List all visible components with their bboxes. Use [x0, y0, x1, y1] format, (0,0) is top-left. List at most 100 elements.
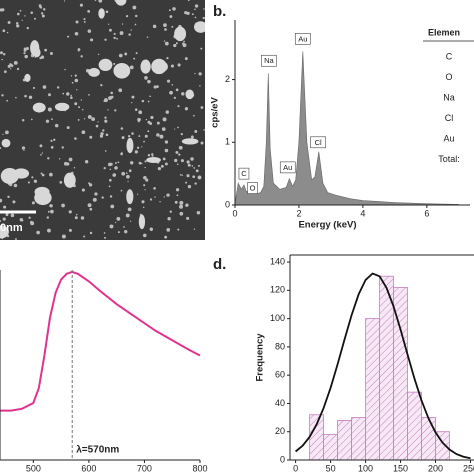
particle [80, 99, 83, 101]
particle [64, 68, 66, 71]
particle [0, 225, 9, 239]
particle [109, 178, 112, 182]
particle [31, 176, 34, 179]
particle [176, 163, 179, 166]
particle [197, 175, 202, 180]
histogram-bar [323, 434, 338, 461]
peak-label-box [261, 54, 277, 67]
particle [23, 47, 27, 50]
particle [38, 4, 42, 8]
particle [152, 24, 157, 29]
y-tick-label: 1 [225, 137, 230, 147]
particle [76, 89, 78, 91]
particle [19, 218, 24, 222]
histogram-bar [379, 275, 394, 461]
particle [125, 213, 130, 218]
particle [16, 24, 20, 28]
particle [151, 153, 154, 156]
particle [51, 118, 53, 121]
particle [103, 232, 106, 234]
particle [33, 179, 38, 183]
particle [3, 70, 7, 74]
particle [89, 231, 93, 235]
table-bg [423, 24, 474, 170]
particle [15, 238, 17, 240]
particle [169, 15, 173, 19]
particle [48, 93, 51, 97]
particle [190, 135, 194, 139]
particle [113, 62, 116, 65]
particle [40, 12, 44, 15]
particle [26, 26, 29, 30]
x-tick-label: 0 [293, 463, 298, 473]
particle [169, 90, 173, 95]
particle [21, 119, 25, 122]
particle [27, 181, 30, 184]
particle [147, 79, 151, 84]
particle [25, 46, 29, 51]
particle [24, 94, 27, 98]
particle [126, 174, 130, 179]
particle [77, 118, 80, 121]
particle [83, 20, 86, 23]
particle [169, 210, 172, 213]
particle [134, 14, 138, 18]
particle [80, 216, 85, 220]
particle [41, 14, 45, 18]
particle [92, 197, 97, 202]
scale-label: 0nm [0, 222, 23, 234]
particle [170, 64, 174, 68]
particle [115, 0, 127, 6]
particle [116, 217, 121, 221]
particle [89, 135, 93, 139]
particle [10, 68, 12, 70]
particle [46, 216, 50, 219]
particle [66, 92, 70, 96]
particle [163, 196, 165, 198]
x-tick-label: 2 [296, 208, 301, 218]
y-tick-label: 0 [225, 199, 230, 209]
particle [175, 42, 178, 45]
particle [50, 209, 54, 214]
particle [1, 94, 4, 97]
particle [80, 55, 83, 58]
particle [133, 57, 136, 60]
particle [143, 175, 147, 180]
particle [23, 149, 25, 152]
particle [83, 118, 86, 120]
particle [1, 8, 5, 12]
particle [107, 109, 109, 111]
particle [114, 162, 117, 165]
particle [175, 188, 180, 192]
particle [137, 120, 140, 123]
particle [156, 85, 159, 88]
particle [160, 164, 164, 168]
particle [131, 101, 133, 104]
table-cell: Total: [438, 154, 460, 164]
particle [81, 188, 85, 192]
panel-label: d. [213, 256, 226, 273]
particle [118, 88, 123, 93]
particle [174, 158, 178, 163]
particle [176, 194, 179, 197]
particle [185, 203, 189, 207]
particle [131, 95, 135, 99]
particle [104, 98, 108, 103]
histogram-bar [309, 414, 324, 461]
histogram-bar [351, 417, 366, 461]
particle [30, 118, 33, 121]
particle [188, 0, 190, 2]
particle [0, 147, 2, 149]
particle [44, 48, 48, 52]
y-tick-label: 60 [275, 370, 285, 380]
particle [74, 31, 79, 36]
particle [159, 200, 161, 203]
particle [24, 15, 26, 17]
y-tick-label: 140 [270, 256, 285, 266]
x-axis-title: Energy (keV) [298, 220, 356, 231]
particle [125, 172, 128, 175]
particle [2, 217, 6, 221]
particle [24, 73, 31, 82]
particle [110, 204, 115, 209]
particle [42, 85, 47, 89]
